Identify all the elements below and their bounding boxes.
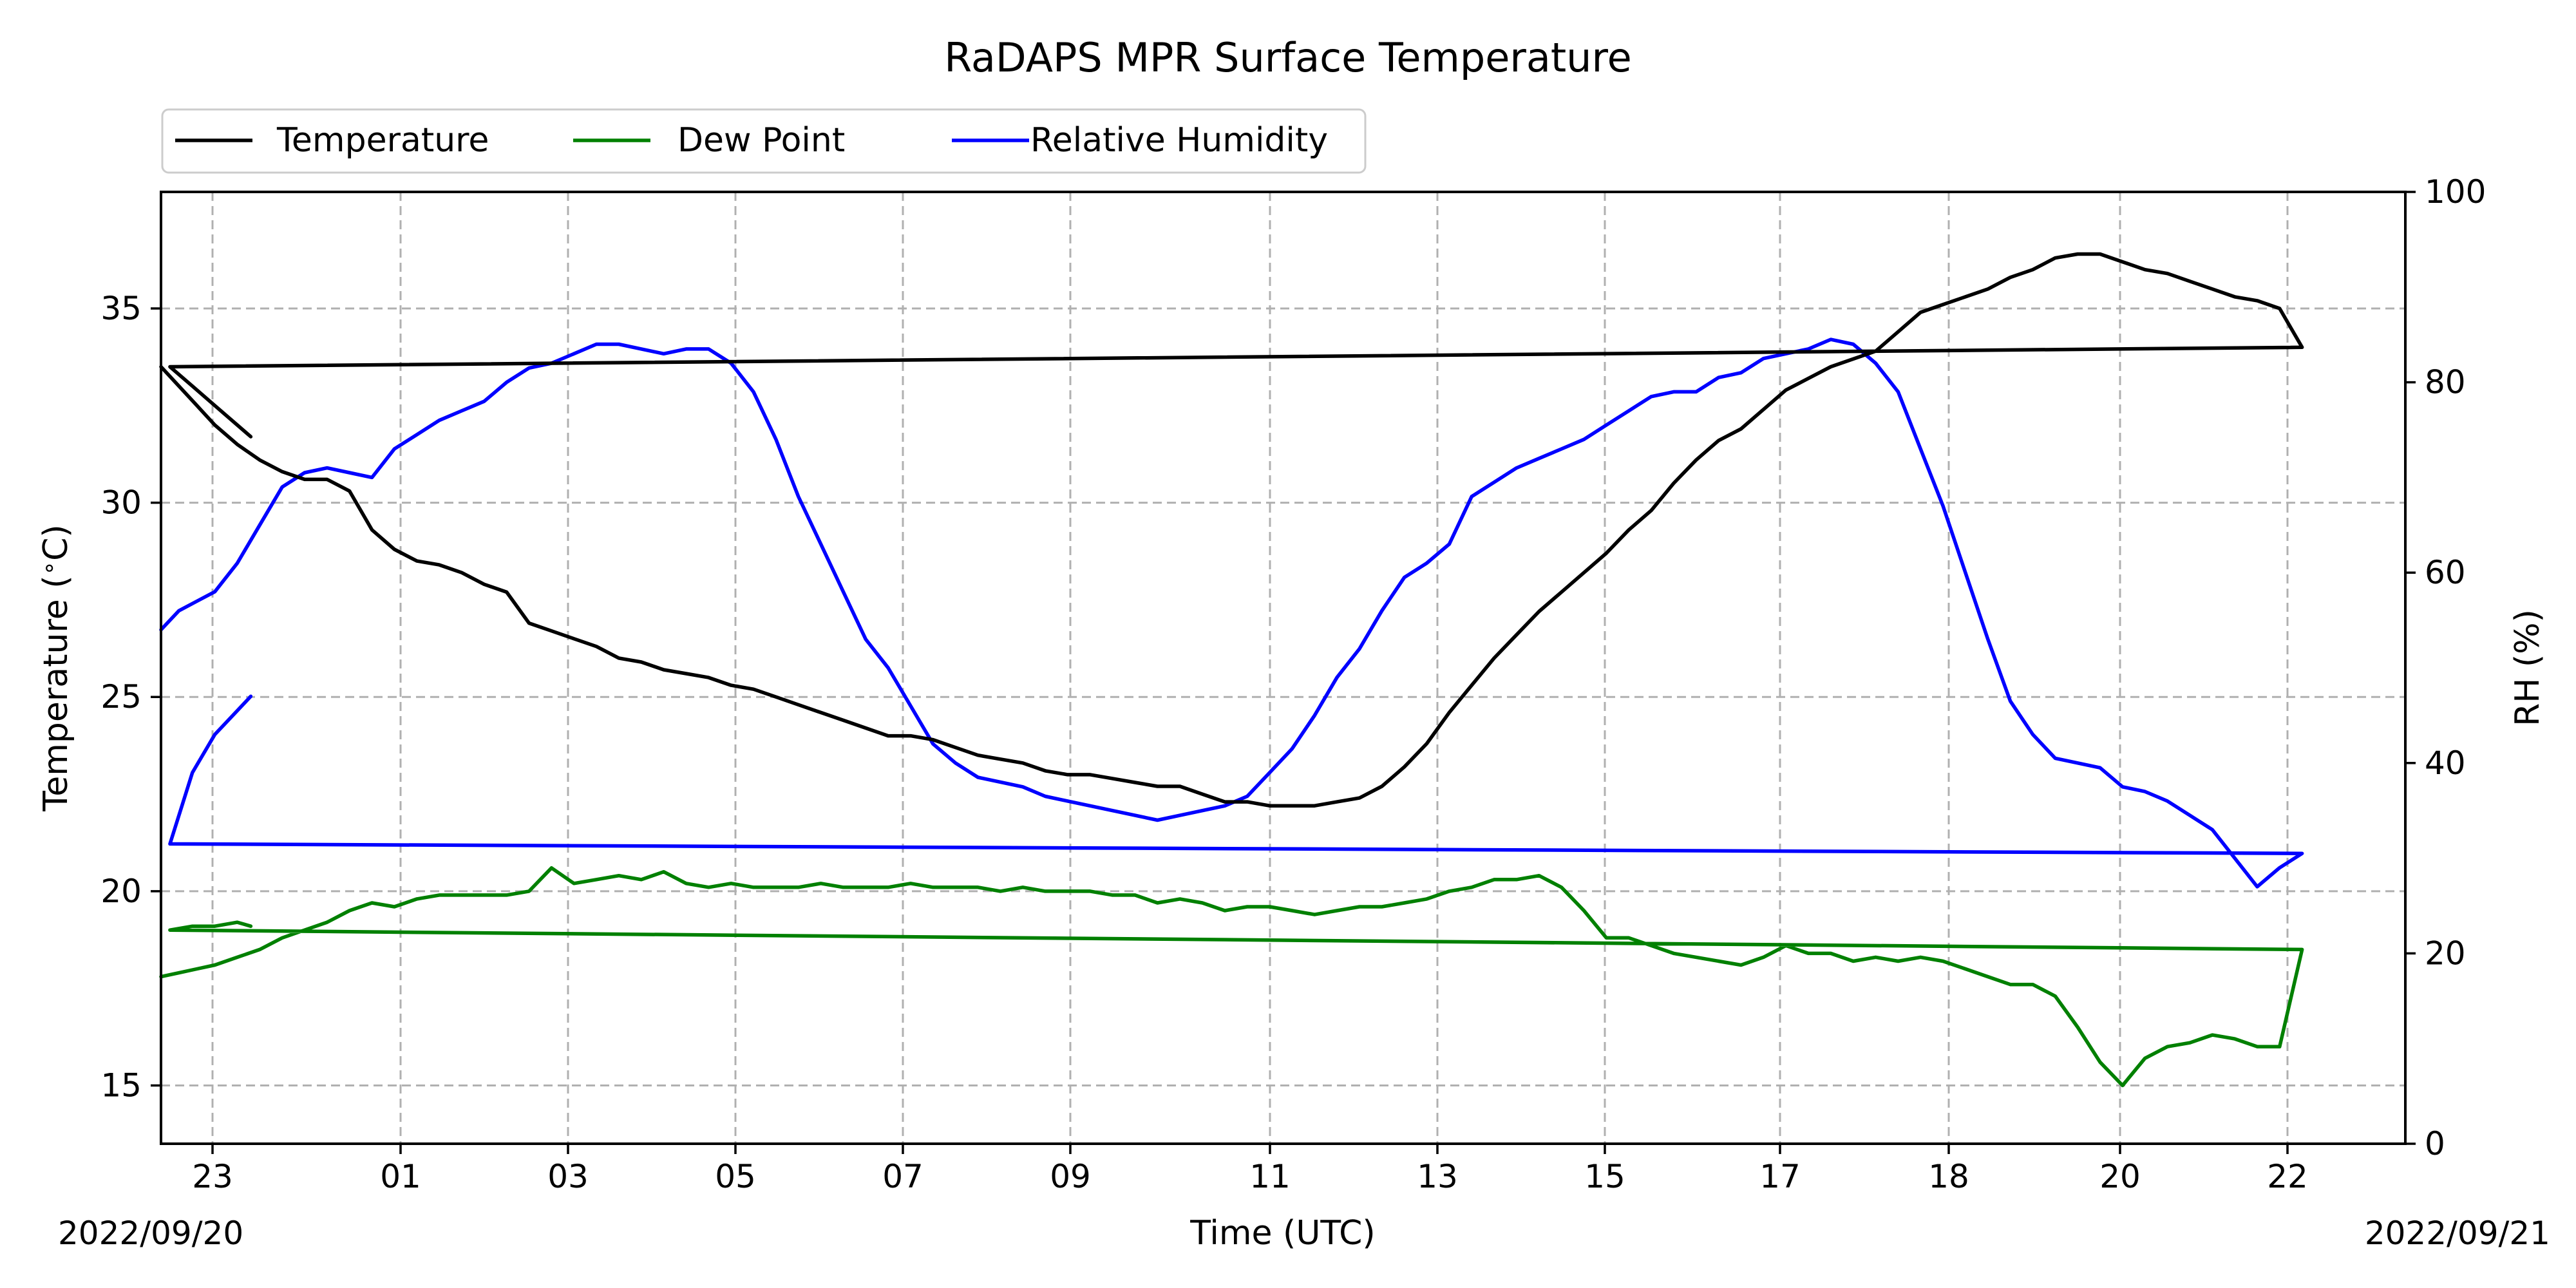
gridlines <box>161 192 2405 1144</box>
x-tick-label: 23 <box>192 1158 233 1195</box>
y-left-tick-label: 20 <box>100 873 142 910</box>
y-right-tick-label: 80 <box>2425 364 2466 401</box>
x-tick-label: 01 <box>380 1158 421 1195</box>
y-right-tick-label: 0 <box>2425 1125 2445 1162</box>
y-axis-left-label: Temperature (∘C) <box>36 524 75 811</box>
series-line-relative-humidity <box>159 337 2304 889</box>
y-right-tick-label: 40 <box>2425 744 2466 782</box>
legend-label-relative-humidity: Relative Humidity <box>1030 121 1328 160</box>
x-tick-label: 20 <box>2099 1158 2141 1195</box>
x-tick-label: 07 <box>882 1158 923 1195</box>
y-axis-right-label: RH (%) <box>2508 609 2547 726</box>
x-axis: 23 01 03 05 07 09 11 13 15 17 18 20 22 <box>192 1144 2308 1195</box>
legend-frame <box>161 108 1367 174</box>
y-left-tick-label: 35 <box>100 290 142 327</box>
x-tick-label: 18 <box>1928 1158 1969 1195</box>
x-tick-label: 09 <box>1050 1158 1091 1195</box>
y-left-tick-label: 25 <box>100 678 142 715</box>
start-date-label: 2022/09/20 <box>58 1215 243 1252</box>
x-tick-label: 22 <box>2267 1158 2308 1195</box>
y-axis-left: 15 20 25 30 35 <box>100 290 161 1104</box>
x-tick-label: 05 <box>715 1158 756 1195</box>
degree-symbol: ∘ <box>36 561 62 576</box>
y-left-tick-label: 15 <box>100 1067 142 1104</box>
y-left-tick-label: 30 <box>100 484 142 522</box>
x-tick-label: 17 <box>1759 1158 1801 1195</box>
end-date-label: 2022/09/21 <box>2365 1215 2550 1252</box>
series-layer <box>159 252 2304 1088</box>
x-tick-label: 15 <box>1584 1158 1625 1195</box>
legend-label-dew-point: Dew Point <box>677 121 845 160</box>
x-tick-label: 03 <box>547 1158 589 1195</box>
y-right-tick-label: 100 <box>2425 173 2486 211</box>
x-axis-label: Time (UTC) <box>1189 1214 1375 1253</box>
series-line-temperature <box>159 252 2304 808</box>
x-tick-label: 13 <box>1417 1158 1458 1195</box>
legend: Temperature Dew Point Relative Humidity <box>161 108 1367 174</box>
legend-label-temperature: Temperature <box>276 121 489 160</box>
y-right-tick-label: 20 <box>2425 934 2466 972</box>
series-line-dew-point <box>159 866 2304 1088</box>
chart-title: RaDAPS MPR Surface Temperature <box>944 34 1632 81</box>
plot-frame <box>160 191 2407 1145</box>
y-right-tick-label: 60 <box>2425 554 2466 591</box>
x-tick-label: 11 <box>1249 1158 1291 1195</box>
y-axis-right: 0 20 40 60 80 100 <box>2405 173 2486 1162</box>
